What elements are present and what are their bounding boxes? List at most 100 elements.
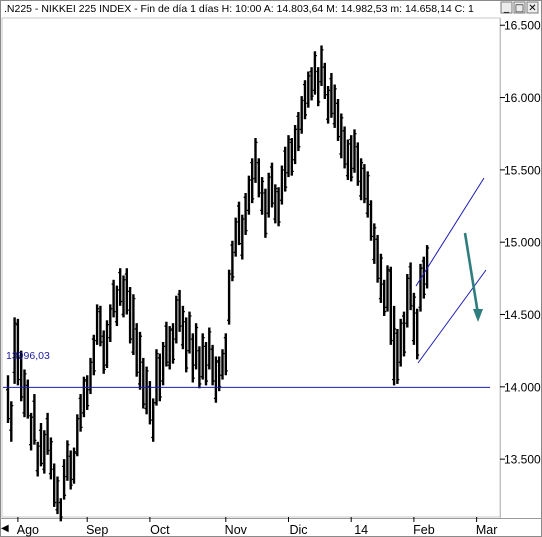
ohlc-bar	[65, 440, 70, 481]
ohlc-bar	[194, 323, 199, 370]
ohlc-bar	[39, 422, 43, 467]
ohlc-bar	[266, 172, 271, 218]
ohlc-bar	[101, 330, 106, 374]
ohlc-bar	[22, 369, 27, 418]
ohlc-bar	[392, 305, 397, 386]
ohlc-bar	[78, 394, 83, 432]
ohlc-bar	[161, 341, 166, 386]
y-tick-label: 14.000,	[504, 380, 542, 394]
ohlc-bar	[81, 376, 86, 418]
x-tick-label: Ago	[17, 523, 39, 537]
ohlc-bar	[326, 85, 331, 124]
ohlc-bar	[349, 135, 354, 182]
x-tick-label: Oct	[150, 523, 170, 537]
ohlc-bar	[118, 268, 123, 306]
ohlc-bar	[32, 394, 37, 445]
ohlc-bar	[48, 437, 53, 480]
ohlc-bar	[62, 459, 67, 500]
ohlc-bar	[177, 289, 182, 332]
ohlc-bar	[395, 328, 400, 384]
ohlc-bar	[35, 441, 40, 477]
ohlc-bar	[355, 142, 360, 186]
ohlc-bar	[289, 138, 294, 176]
ohlc-bar	[398, 318, 403, 367]
ohlc-bar	[227, 269, 232, 325]
x-tick-label: Dic	[289, 523, 307, 537]
close-button[interactable]: ✕	[526, 1, 539, 14]
ohlc-bar	[167, 326, 172, 370]
header-title: .N225 - NIKKEI 225 INDEX - Fin de día 1 …	[4, 3, 474, 15]
ohlc-bar	[187, 311, 192, 354]
ohlc-bar	[283, 146, 288, 192]
ohlc-bar	[372, 223, 377, 264]
ohlc-bar	[45, 412, 50, 455]
restore-button[interactable]: □	[513, 1, 526, 14]
ohlc-bar	[91, 334, 96, 376]
ohlc-bar	[342, 126, 347, 169]
minimize-icon: _	[503, 3, 510, 14]
ohlc-bar	[243, 193, 248, 235]
ohlc-bar	[365, 171, 370, 218]
ohlc-bar	[279, 165, 284, 205]
ohlc-bar	[114, 285, 119, 327]
ohlc-bar	[385, 265, 390, 312]
ohlc-bar	[72, 447, 76, 484]
ohlc-bar	[124, 268, 129, 315]
ohlc-bar	[210, 344, 215, 386]
ohlc-bar	[408, 262, 413, 311]
ohlc-bar	[246, 175, 251, 215]
support-line-label: 13996,03	[6, 350, 50, 362]
ohlc-bar	[329, 72, 334, 118]
ohlc-bar	[88, 357, 93, 395]
ohlc-bar	[220, 349, 225, 380]
ohlc-bar	[319, 45, 324, 86]
ohlc-bar	[157, 353, 162, 402]
ohlc-bar	[131, 294, 136, 356]
ohlc-bar	[223, 333, 228, 376]
ohlc-bar	[108, 304, 113, 342]
header-strip	[1, 1, 541, 15]
ohlc-bar	[345, 139, 350, 180]
ohlc-bar	[322, 62, 327, 99]
ohlc-bar	[309, 67, 314, 101]
ohlc-bar	[250, 158, 255, 204]
forecast-arrow	[463, 232, 480, 315]
channel-upper-line	[415, 177, 485, 287]
ohlc-bar	[418, 263, 423, 312]
ohlc-bar	[415, 308, 420, 360]
ohlc-bar	[270, 162, 274, 208]
ohlc-bar	[388, 266, 393, 345]
ohlc-bar	[375, 234, 380, 283]
ohlc-bar	[190, 333, 195, 383]
ohlc-bar	[29, 412, 34, 451]
ohlc-bar	[332, 84, 337, 128]
ohlc-bar	[352, 129, 357, 173]
ohlc-bar	[58, 498, 63, 522]
ohlc-bar	[147, 381, 152, 425]
ohlc-bar	[233, 217, 238, 257]
ohlc-bar	[95, 304, 100, 345]
plot-area	[1, 17, 501, 518]
ohlc-bar	[312, 51, 317, 95]
ohlc-bar	[42, 430, 47, 474]
y-tick-label: 16.500,	[504, 19, 542, 33]
ohlc-bar	[184, 317, 189, 373]
minimize-button[interactable]: _	[500, 1, 513, 14]
ohlc-bar	[121, 275, 126, 318]
scroll-left-icon[interactable]: ◀	[1, 523, 9, 534]
ohlc-bar	[263, 188, 268, 238]
ohlc-bar	[306, 71, 311, 108]
y-tick-label: 16.000,	[504, 91, 542, 105]
ohlc-bar	[25, 379, 30, 419]
ohlc-bar	[154, 349, 159, 406]
x-tick-label: 14	[354, 523, 368, 537]
ohlc-bar	[273, 184, 278, 224]
ohlc-bar	[98, 305, 103, 347]
ohlc-bar	[382, 279, 387, 316]
ohlc-bar	[359, 158, 364, 201]
ohlc-bar	[378, 253, 383, 303]
ohlc-bar	[174, 295, 179, 344]
ohlc-bar	[362, 164, 367, 204]
ohlc-bar	[260, 177, 265, 215]
